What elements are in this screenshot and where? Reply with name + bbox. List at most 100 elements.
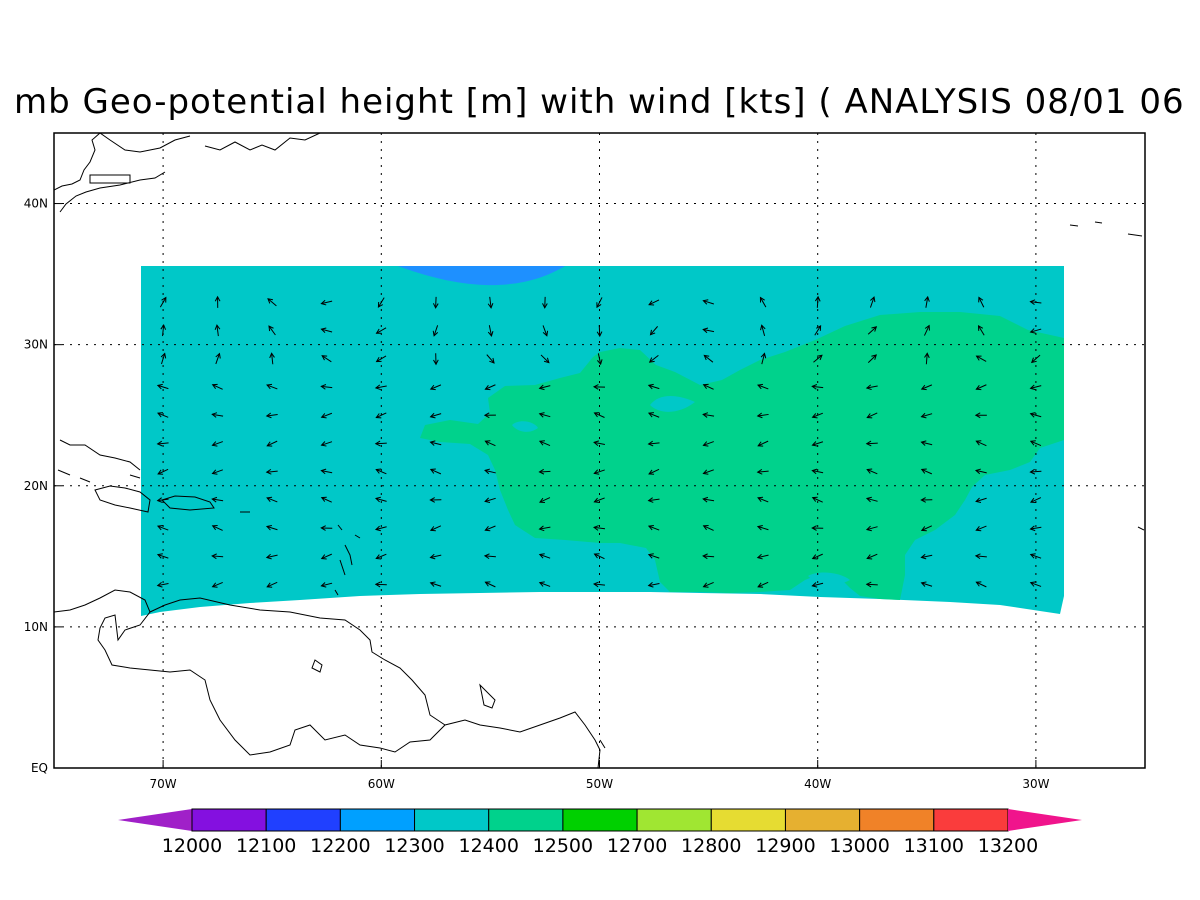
wind-arrow xyxy=(156,582,169,588)
wind-arrow xyxy=(432,296,439,309)
wind-arrow xyxy=(538,553,551,559)
wind-arrow xyxy=(156,524,169,531)
wind-arrow xyxy=(975,384,987,391)
colorbar-label: 12300 xyxy=(384,835,444,857)
colorbar-swatch xyxy=(562,808,638,832)
colorbar-swatch xyxy=(859,808,935,832)
wind-arrow xyxy=(593,469,605,475)
wind-arrow xyxy=(647,383,660,390)
wind-arrow xyxy=(375,553,387,560)
lon-tick-label: 50W xyxy=(586,777,613,791)
lat-lon-grid xyxy=(54,133,1145,768)
wind-arrow xyxy=(920,440,933,446)
wind-arrow xyxy=(648,355,659,363)
wind-arrow xyxy=(760,352,767,365)
wind-arrow xyxy=(866,412,878,419)
wind-arrow xyxy=(867,326,878,335)
wind-arrow xyxy=(265,525,278,531)
wind-arrow xyxy=(974,468,987,475)
wind-arrow xyxy=(1029,468,1042,475)
wind-arrow xyxy=(320,412,333,419)
height-hole-3 xyxy=(808,572,850,585)
wind-arrow xyxy=(865,384,878,391)
wind-arrow xyxy=(156,440,169,447)
plot-title: mb Geo-potential height [m] with wind [k… xyxy=(14,82,1185,122)
wind-arrow xyxy=(375,468,387,475)
lon-tick-label: 30W xyxy=(1022,777,1049,791)
wind-arrow xyxy=(487,325,494,337)
wind-arrow xyxy=(1029,525,1042,532)
colorbar-label: 13200 xyxy=(978,835,1038,857)
wind-arrow xyxy=(702,553,715,560)
wind-arrow xyxy=(978,296,985,308)
wind-arrow xyxy=(542,325,549,337)
wind-arrow xyxy=(320,496,332,503)
wind-arrow xyxy=(865,496,878,503)
wind-arrow xyxy=(702,524,714,531)
wind-arrow xyxy=(866,468,878,475)
wind-arrow xyxy=(811,496,823,503)
wind-arrow xyxy=(760,324,766,336)
wind-arrow xyxy=(265,412,278,419)
wind-arrow xyxy=(1029,299,1042,305)
height-contour-12300 xyxy=(398,266,565,286)
wind-arrow xyxy=(211,553,224,560)
wind-arrow xyxy=(267,298,277,307)
south-america-coast xyxy=(54,589,606,768)
wind-arrow xyxy=(975,581,987,588)
wind-arrow xyxy=(211,383,223,390)
wind-arrow xyxy=(266,581,278,588)
wind-arrow xyxy=(648,468,660,475)
wind-arrow xyxy=(757,440,769,447)
colorbar-label: 12100 xyxy=(236,835,296,857)
wind-arrow xyxy=(757,581,769,588)
wind-arrow xyxy=(865,525,878,532)
wind-arrow xyxy=(538,525,551,532)
wind-arrow xyxy=(975,525,987,532)
wind-arrow xyxy=(648,299,660,306)
wind-arrow xyxy=(433,353,439,366)
wind-arrow xyxy=(975,355,987,362)
wind-arrow xyxy=(540,354,550,364)
wind-arrow xyxy=(320,327,333,333)
wind-arrow xyxy=(156,553,169,559)
wind-arrow xyxy=(813,354,823,363)
wind-arrow xyxy=(160,324,167,337)
colorbar-low-arrow xyxy=(118,809,192,831)
wind-arrow xyxy=(320,299,333,306)
wind-arrow xyxy=(647,524,660,531)
wind-arrow xyxy=(703,354,714,363)
wind-arrow xyxy=(157,412,169,418)
wind-arrow xyxy=(1029,440,1042,447)
wind-arrow xyxy=(923,324,930,336)
wind-arrow xyxy=(975,440,987,447)
wind-arrow xyxy=(538,581,551,587)
wind-arrow xyxy=(811,553,823,560)
wind-arrow xyxy=(214,324,221,337)
coastlines xyxy=(54,133,1145,768)
wind-arrow xyxy=(484,440,496,447)
wind-arrow xyxy=(484,525,496,532)
wind-arrow xyxy=(484,384,496,391)
wind-arrow xyxy=(211,496,224,503)
wind-arrow xyxy=(865,581,878,588)
wind-arrow xyxy=(429,553,442,560)
wind-arrow xyxy=(538,384,551,391)
wind-arrow xyxy=(486,354,495,364)
wind-arrow xyxy=(757,383,769,390)
wind-arrow xyxy=(702,581,714,588)
wind-arrow xyxy=(429,468,442,475)
wind-arrow xyxy=(538,412,551,418)
wind-arrow xyxy=(592,581,606,588)
wind-arrow xyxy=(811,582,824,588)
wind-arrow xyxy=(924,352,930,365)
colorbar-label: 12900 xyxy=(755,835,815,857)
wind-arrow xyxy=(321,355,332,363)
wind-arrow xyxy=(756,553,769,560)
wind-arrow xyxy=(375,327,387,334)
wind-arrow xyxy=(702,412,715,418)
wind-arrow xyxy=(429,440,442,446)
wind-arrow xyxy=(702,441,714,447)
wind-arrow xyxy=(1029,553,1042,559)
